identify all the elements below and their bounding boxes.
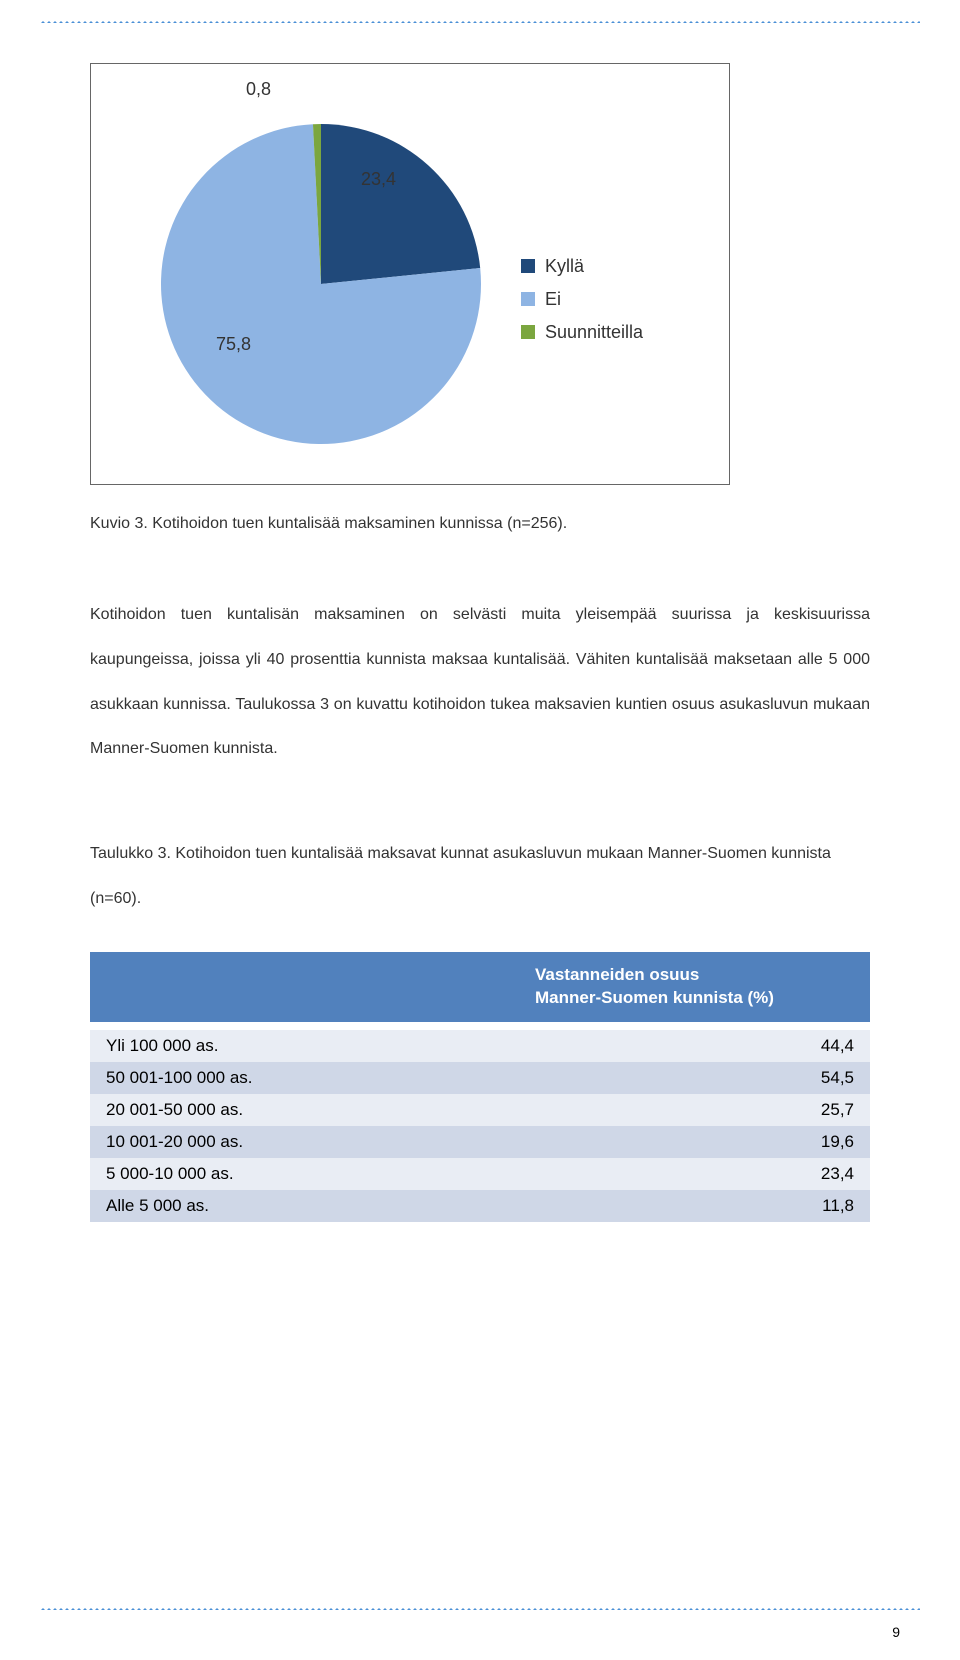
table-caption: Taulukko 3. Kotihoidon tuen kuntalisää m…: [90, 832, 870, 922]
table-header-empty: [90, 952, 519, 1022]
legend-swatch: [521, 259, 535, 273]
table-cell-label: 20 001-50 000 as.: [90, 1094, 519, 1126]
table-cell-value: 25,7: [519, 1094, 870, 1126]
table-cell-label: Yli 100 000 as.: [90, 1030, 519, 1062]
pie-data-label: 75,8: [216, 334, 251, 355]
legend-swatch: [521, 325, 535, 339]
legend-item: Ei: [521, 289, 643, 310]
legend-item: Suunnitteilla: [521, 322, 643, 343]
figure-caption: Kuvio 3. Kotihoidon tuen kuntalisää maks…: [90, 515, 870, 533]
legend-label: Ei: [545, 289, 561, 310]
table-header-value: Vastanneiden osuusManner-Suomen kunnista…: [519, 952, 870, 1022]
table-spacer: [90, 1022, 870, 1030]
table-row: 5 000-10 000 as.23,4: [90, 1158, 870, 1190]
pie-data-label: 23,4: [361, 169, 396, 190]
legend-swatch: [521, 292, 535, 306]
pie-chart: 0,823,475,8: [151, 114, 491, 454]
table-row: 20 001-50 000 as.25,7: [90, 1094, 870, 1126]
legend-label: Suunnitteilla: [545, 322, 643, 343]
pie-chart-container: 0,8 23,4 75,8 Kyllä Ei Suunnitteilla: [90, 63, 730, 485]
legend-label: Kyllä: [545, 256, 584, 277]
bottom-dotted-border: [40, 1607, 920, 1610]
data-table: Vastanneiden osuusManner-Suomen kunnista…: [90, 952, 870, 1222]
table-cell-label: 10 001-20 000 as.: [90, 1126, 519, 1158]
table-cell-value: 23,4: [519, 1158, 870, 1190]
table-cell-value: 11,8: [519, 1190, 870, 1222]
table-cell-label: Alle 5 000 as.: [90, 1190, 519, 1222]
table-cell-label: 5 000-10 000 as.: [90, 1158, 519, 1190]
body-paragraph: Kotihoidon tuen kuntalisän maksaminen on…: [90, 593, 870, 772]
table-row: 50 001-100 000 as.54,5: [90, 1062, 870, 1094]
pie-legend: Kyllä Ei Suunnitteilla: [521, 256, 643, 343]
page-number: 9: [892, 1624, 900, 1640]
table-cell-value: 54,5: [519, 1062, 870, 1094]
page-content: 0,8 23,4 75,8 Kyllä Ei Suunnitteilla Kuvio 3…: [0, 23, 960, 1222]
table-cell-value: 44,4: [519, 1030, 870, 1062]
pie-slice: [321, 124, 480, 284]
table-cell-value: 19,6: [519, 1126, 870, 1158]
legend-item: Kyllä: [521, 256, 643, 277]
table-cell-label: 50 001-100 000 as.: [90, 1062, 519, 1094]
pie-data-label: 0,8: [246, 79, 271, 100]
table-row: 10 001-20 000 as.19,6: [90, 1126, 870, 1158]
table-row: Alle 5 000 as.11,8: [90, 1190, 870, 1222]
table-row: Yli 100 000 as.44,4: [90, 1030, 870, 1062]
